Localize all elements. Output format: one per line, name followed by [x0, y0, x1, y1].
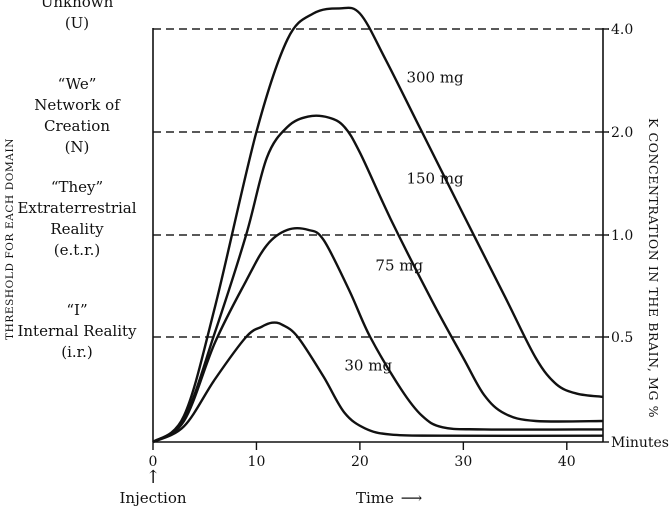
x-axis-label-arrow: ⟶: [401, 489, 423, 507]
curve-75-mg: [152, 227, 604, 444]
domain-label-line: (e.t.r.): [54, 241, 100, 259]
domain-label-group: Unknown (U) “We” Network of Creation (N) “They…: [17, 0, 137, 361]
right-tick-label: 1.0: [611, 228, 633, 244]
domain-label-line: (U): [65, 14, 89, 32]
curve-30-mg: [152, 321, 604, 444]
curve-label-75-mg: 75 mg: [375, 257, 423, 275]
domain-label: “I” Internal Reality (i.r.): [17, 301, 137, 361]
curve-300-mg: [152, 6, 604, 444]
right-tick-label: Minutes: [611, 435, 669, 451]
domain-label-line: Internal Reality: [17, 322, 137, 340]
x-tick-group: 0 10 20 30 40: [149, 442, 576, 470]
domain-label-line: Extraterrestrial: [17, 199, 136, 217]
right-tick-label: 4.0: [611, 22, 633, 38]
domain-label-line: (i.r.): [61, 343, 93, 361]
domain-label-line: “We”: [58, 75, 97, 93]
domain-label-line: Unknown: [41, 0, 114, 11]
domain-label-line: “They”: [51, 178, 103, 196]
curve-label-group: 300 mg 150 mg 75 mg 30 mg: [344, 69, 464, 375]
injection-label: Injection: [119, 489, 186, 507]
threshold-lines: [153, 28, 609, 338]
domain-label: Unknown (U): [41, 0, 114, 32]
domain-label-line: Creation: [44, 117, 110, 135]
curve-label-300-mg: 300 mg: [406, 69, 464, 87]
right-tick-label: 2.0: [611, 125, 633, 141]
x-tick-label: 30: [454, 454, 472, 470]
injection-arrow: ↑: [145, 467, 160, 488]
left-axis-label: THRESHOLD FOR EACH DOMAIN: [4, 138, 16, 340]
right-axis-label: K CONCENTRATION IN THE BRAIN, MG %: [646, 118, 661, 418]
right-tick-group: 4.0 2.0 1.0 0.5 Minutes: [603, 22, 669, 451]
domain-label-line: Network of: [34, 96, 121, 114]
x-tick-label: 10: [248, 454, 266, 470]
x-tick-label: 40: [558, 454, 576, 470]
curve-150-mg: [152, 114, 604, 444]
x-tick-label: 20: [351, 454, 369, 470]
series-curves: [152, 6, 604, 444]
domain-label-line: Reality: [50, 220, 104, 238]
x-tick-label: 0: [149, 454, 158, 470]
x-axis-label-text: Time: [356, 489, 394, 507]
domain-label-line: “I”: [66, 301, 87, 319]
curve-label-150-mg: 150 mg: [406, 170, 464, 188]
curve-label-30-mg: 30 mg: [344, 357, 392, 375]
domain-label-line: (N): [65, 138, 90, 156]
domain-label: “They” Extraterrestrial Reality (e.t.r.): [17, 178, 136, 259]
domain-label: “We” Network of Creation (N): [34, 75, 121, 156]
x-axis-label: Time ⟶: [356, 489, 422, 507]
right-tick-label: 0.5: [611, 330, 633, 346]
